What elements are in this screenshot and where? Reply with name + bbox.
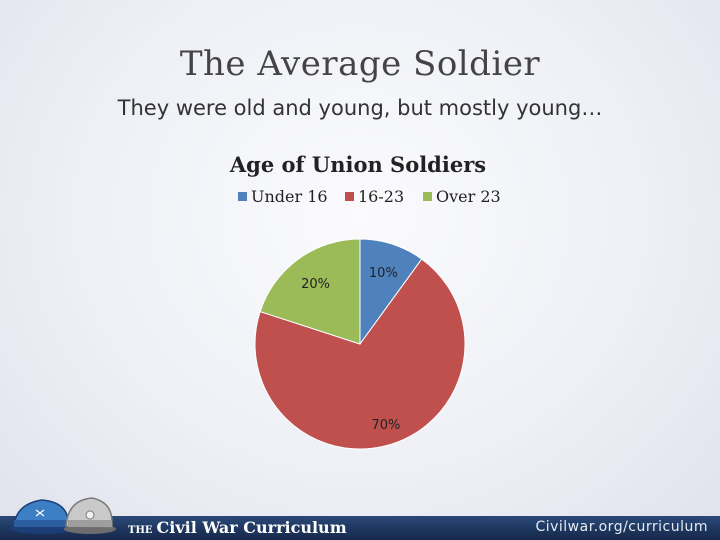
- slide-subtitle: They were old and young, but mostly youn…: [117, 96, 603, 120]
- footer-bar: THE Civil War Curriculum Civilwar.org/cur…: [0, 516, 720, 540]
- legend-label: Over 23: [436, 187, 501, 206]
- footer-url[interactable]: Civilwar.org/curriculum: [535, 519, 708, 535]
- legend-key: [423, 192, 432, 201]
- footer-brand-name: Civil War Curriculum: [156, 518, 347, 537]
- legend-key: [238, 192, 247, 201]
- chart-title: Age of Union Soldiers: [229, 152, 486, 177]
- chart-legend: Under 16 16-23 Over 23: [238, 187, 501, 206]
- legend-label: Under 16: [251, 187, 328, 206]
- pie-data-label: 10%: [369, 266, 398, 281]
- pie-data-label: 20%: [301, 277, 330, 292]
- pie-slice: [259, 238, 361, 345]
- pie-slice: [254, 258, 466, 450]
- pie-data-labels: 10% 70% 20%: [301, 266, 400, 433]
- pie-slices: [254, 238, 466, 450]
- footer-brand-prefix: THE: [128, 525, 153, 536]
- civil-war-caps-icon: [10, 497, 116, 534]
- legend-key: [345, 192, 354, 201]
- pie-chart: Age of Union Soldiers Under 16 16-23 Over …: [229, 152, 501, 450]
- footer-brand: THE Civil War Curriculum: [128, 518, 347, 537]
- legend-label: 16-23: [358, 187, 404, 206]
- slide-title: The Average Soldier: [179, 44, 541, 84]
- pie-data-label: 70%: [372, 418, 401, 433]
